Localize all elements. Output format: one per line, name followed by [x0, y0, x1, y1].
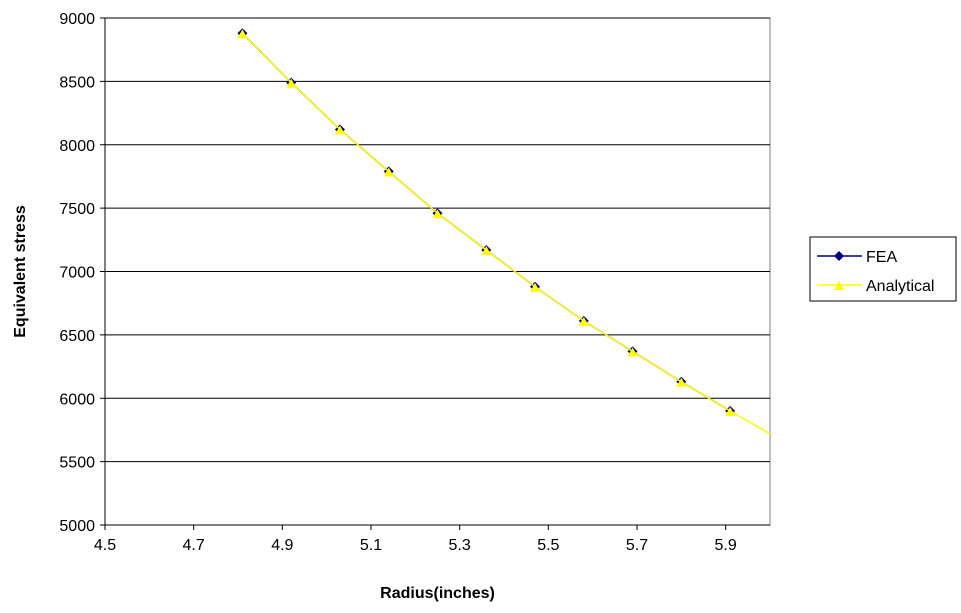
y-tick-label: 8000: [59, 138, 95, 155]
y-tick-label: 7500: [59, 201, 95, 218]
y-axis-title: Equivalent stress: [12, 205, 29, 338]
data-point-analytical: [627, 347, 638, 357]
x-tick-label: 5.7: [626, 537, 648, 554]
data-point-analytical: [432, 209, 443, 219]
data-point-analytical: [481, 245, 492, 255]
data-point-analytical: [237, 29, 248, 39]
y-tick-label: 8500: [59, 74, 95, 91]
series-layer: [237, 28, 771, 435]
data-point-analytical: [286, 78, 297, 88]
data-point-analytical: [334, 125, 345, 135]
data-point-analytical: [530, 282, 541, 292]
x-tick-label: 5.5: [537, 537, 559, 554]
x-axis-title: Radius(inches): [380, 585, 495, 602]
y-tick-label: 5500: [59, 455, 95, 472]
data-point-analytical: [578, 316, 589, 326]
x-tick-label: 4.5: [94, 537, 116, 554]
data-point-analytical: [676, 377, 687, 387]
gridlines: [105, 17, 770, 463]
legend-label: Analytical: [866, 278, 934, 295]
data-point-analytical: [725, 406, 736, 416]
y-tick-label: 7000: [59, 265, 95, 282]
x-tick-label: 5.1: [360, 537, 382, 554]
y-tick-label: 6000: [59, 391, 95, 408]
y-tick-label: 5000: [59, 518, 95, 535]
y-tick-label: 6500: [59, 328, 95, 345]
legend: FEA Analytical: [809, 236, 957, 302]
tick-labels: 5000 5500 6000 6500 7000 7500 8000 8500 9000 4.5 4…: [59, 11, 736, 554]
x-tick-label: 5.3: [449, 537, 471, 554]
legend-marker-diamond: [834, 251, 844, 261]
legend-box: [809, 236, 957, 302]
x-tick-label: 4.7: [183, 537, 205, 554]
series-line-analytical: [241, 32, 771, 435]
data-point-analytical: [383, 167, 394, 177]
legend-label: FEA: [866, 249, 897, 266]
legend-item-analytical: Analytical: [817, 278, 934, 295]
legend-marker-triangle: [834, 281, 844, 290]
series-analytical: [237, 29, 771, 435]
x-tick-label: 5.9: [715, 537, 737, 554]
legend-item-fea: FEA: [817, 249, 897, 266]
x-tick-label: 4.9: [271, 537, 293, 554]
y-tick-label: 9000: [59, 11, 95, 28]
axes: [100, 17, 770, 530]
